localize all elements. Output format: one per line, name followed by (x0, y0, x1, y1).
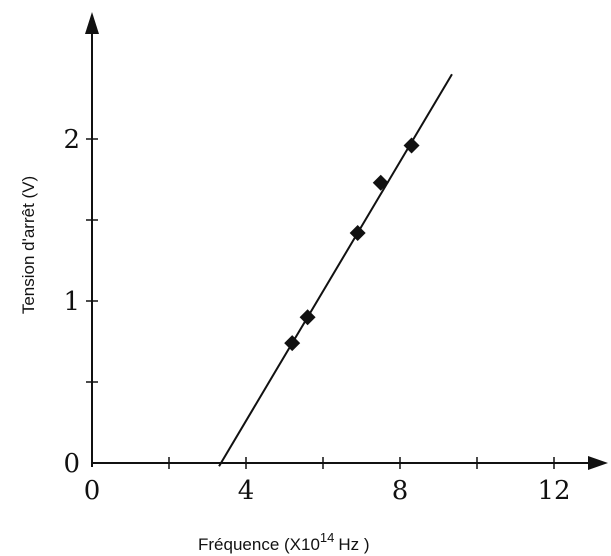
y-axis-arrowhead (85, 12, 99, 34)
data-point (349, 224, 366, 241)
x-axis-arrowhead (588, 456, 608, 470)
y-tick-label: 2 (63, 125, 80, 155)
x-axis-title-exponent: 14 (320, 530, 334, 545)
axes (85, 12, 608, 470)
y-axis-title: Tension d'arrêt (V) (19, 176, 38, 314)
x-axis-title-unit: Hz ) (338, 535, 369, 554)
y-tick-label: 0 (63, 449, 80, 479)
data-points (284, 137, 420, 352)
ticks (86, 138, 555, 469)
data-point (403, 137, 420, 154)
y-tick-label: 1 (63, 287, 80, 317)
fit-line-group (218, 73, 453, 467)
x-tick-label: 4 (238, 476, 255, 506)
data-point (299, 309, 316, 326)
data-point (284, 335, 301, 352)
data-point (372, 174, 389, 191)
fit-line (218, 73, 453, 467)
x-axis-title: Fréquence (X1014 Hz ) (198, 530, 370, 554)
x-tick-label: 0 (84, 476, 101, 506)
x-tick-label: 8 (392, 476, 409, 506)
x-axis-title-main: Fréquence (X10 (198, 535, 320, 554)
x-tick-label: 12 (537, 476, 570, 506)
